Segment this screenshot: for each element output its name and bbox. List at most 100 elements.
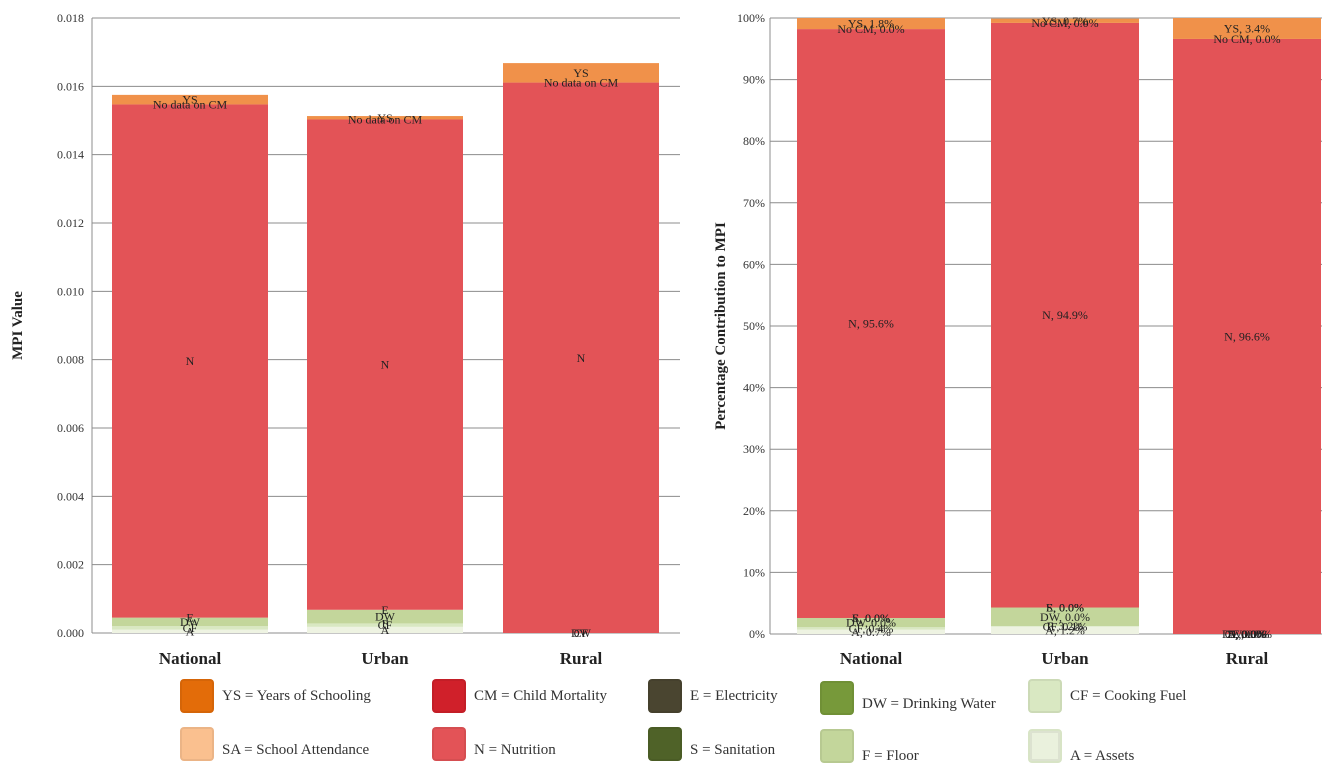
y-axis-title: Percentage Contribution to MPI <box>713 222 729 430</box>
legend-label-dw: DW = Drinking Water <box>862 695 996 712</box>
bar-segment-n <box>112 104 268 618</box>
y-tick-label: 0.016 <box>57 79 84 93</box>
data-label-n: N, 94.9% <box>1042 308 1088 322</box>
data-label-a: A, 1.2% <box>1045 623 1085 637</box>
legend: YS = Years of Schooling CM = Child Morta… <box>160 674 1310 768</box>
data-label-cm: No CM, 0.0% <box>1213 32 1280 46</box>
data-label-e: E, 0.0% <box>1228 627 1266 641</box>
data-label-cf: CF, 0.0% <box>1225 627 1270 641</box>
y-tick-label: 0.004 <box>57 489 84 503</box>
data-label-dw: DW, 0.0% <box>846 616 896 630</box>
legend-item-ys: YS = Years of Schooling <box>180 676 371 716</box>
y-tick-label: 10% <box>743 565 765 579</box>
x-category-label: Rural <box>560 649 603 668</box>
legend-item-cm: CM = Child Mortality <box>432 676 607 716</box>
bar-segment-a <box>797 629 945 634</box>
legend-swatch-dw <box>820 681 854 715</box>
legend-item-n: N = Nutrition <box>432 724 556 764</box>
legend-swatch-sa <box>180 727 214 761</box>
data-label-ys: YS <box>182 93 197 107</box>
data-label-n: N, 96.6% <box>1224 329 1270 343</box>
legend-item-a: A = Assets <box>1028 726 1134 766</box>
data-label-e: E <box>381 603 388 617</box>
data-label-cf: CF <box>183 621 198 635</box>
bar-segment-ys <box>1173 18 1321 39</box>
y-tick-label: 0.018 <box>57 11 84 25</box>
bar-segment-n <box>503 82 659 633</box>
y-tick-label: 0.010 <box>57 284 84 298</box>
data-label-dw: DW <box>180 615 201 629</box>
bar-segment-a <box>307 626 463 633</box>
legend-label-f: F = Floor <box>862 747 919 764</box>
mpi-value-chart: 0.000 0.002 0.004 0.006 0.008 0.010 0.012 0.014… <box>10 11 680 668</box>
data-label-f: F, 3.2% <box>1047 619 1084 633</box>
data-label-e: E <box>186 611 193 625</box>
data-label-n: N <box>186 354 195 368</box>
data-label-a: A <box>381 623 390 637</box>
data-label-cm: No data on CM <box>348 112 423 126</box>
legend-item-dw: DW = Drinking Water <box>820 678 996 718</box>
legend-label-ys: YS = Years of Schooling <box>222 687 371 704</box>
bar-segment-dw <box>112 617 268 627</box>
bar-segment-cf <box>991 625 1139 627</box>
bar-segment-a <box>991 626 1139 634</box>
data-label-a: A <box>186 624 195 638</box>
data-label-s: S, 0.0% <box>1046 601 1084 615</box>
legend-label-n: N = Nutrition <box>474 741 556 758</box>
bar-segment-ys <box>991 18 1139 23</box>
data-label-n: N <box>381 358 390 372</box>
data-label-dw: DW, 0.0% <box>1040 610 1090 624</box>
data-label-n: N <box>577 351 586 365</box>
bar-segment-n <box>307 119 463 610</box>
y-tick-label: 90% <box>743 73 765 87</box>
data-label-dw: DW <box>375 610 396 624</box>
y-tick-label: 50% <box>743 319 765 333</box>
data-label-a: A, 0.7% <box>851 625 891 639</box>
data-label-f: F <box>382 616 389 630</box>
legend-item-e: E = Electricity <box>648 676 778 716</box>
bar-segment-n <box>797 29 945 618</box>
data-label-e: E, 0.0% <box>1046 601 1084 615</box>
y-tick-label: 60% <box>743 257 765 271</box>
data-label-cf: CF <box>378 618 393 632</box>
data-label-ys: YS, 0.7% <box>1042 14 1088 28</box>
data-label-ys: YS <box>573 66 588 80</box>
data-label-e: E, 0.0% <box>852 611 890 625</box>
data-label-n: N, 95.6% <box>848 317 894 331</box>
data-label-ys: YS, 1.8% <box>848 17 894 31</box>
bar-segment-ys <box>503 63 659 83</box>
percentage-contribution-chart: 0% 10% 20% 30% 40% 50% 60% 70% 80% 90% 100% Percent… <box>713 11 1322 668</box>
legend-label-e: E = Electricity <box>690 687 778 704</box>
data-label-ys: YS <box>377 111 392 125</box>
y-tick-label: 40% <box>743 381 765 395</box>
y-tick-label: 0% <box>749 627 765 641</box>
y-axis-title: MPI Value <box>10 291 26 360</box>
y-tick-label: 0.002 <box>57 558 84 572</box>
y-tick-label: 20% <box>743 504 765 518</box>
x-category-label: National <box>840 649 903 668</box>
data-label-ys: YS, 3.4% <box>1224 21 1270 35</box>
legend-swatch-f <box>820 729 854 763</box>
legend-label-s: S = Sanitation <box>690 741 776 758</box>
y-tick-label: 0.000 <box>57 626 84 640</box>
legend-swatch-n <box>432 727 466 761</box>
legend-swatch-e <box>648 679 682 713</box>
x-category-label: National <box>159 649 222 668</box>
bar-segment-ys <box>112 94 268 105</box>
y-tick-label: 100% <box>737 11 765 25</box>
legend-swatch-s <box>648 727 682 761</box>
data-label-s: S, 0.0% <box>852 611 890 625</box>
bar-segment-ys <box>797 18 945 30</box>
x-category-label: Urban <box>1041 649 1089 668</box>
legend-item-sa: SA = School Attendance <box>180 724 369 764</box>
bar-segment-n <box>991 22 1139 608</box>
x-category-label: Urban <box>361 649 409 668</box>
legend-item-s: S = Sanitation <box>648 724 775 764</box>
data-label-dw: DW <box>571 626 592 640</box>
y-tick-label: 0.014 <box>57 148 84 162</box>
data-label-cm: No CM, 0.0% <box>837 22 904 36</box>
legend-swatch-cm <box>432 679 466 713</box>
bar-segment-cf <box>112 626 268 630</box>
data-label-a: A, 0.0% <box>1227 627 1267 641</box>
legend-label-a: A = Assets <box>1070 747 1135 764</box>
